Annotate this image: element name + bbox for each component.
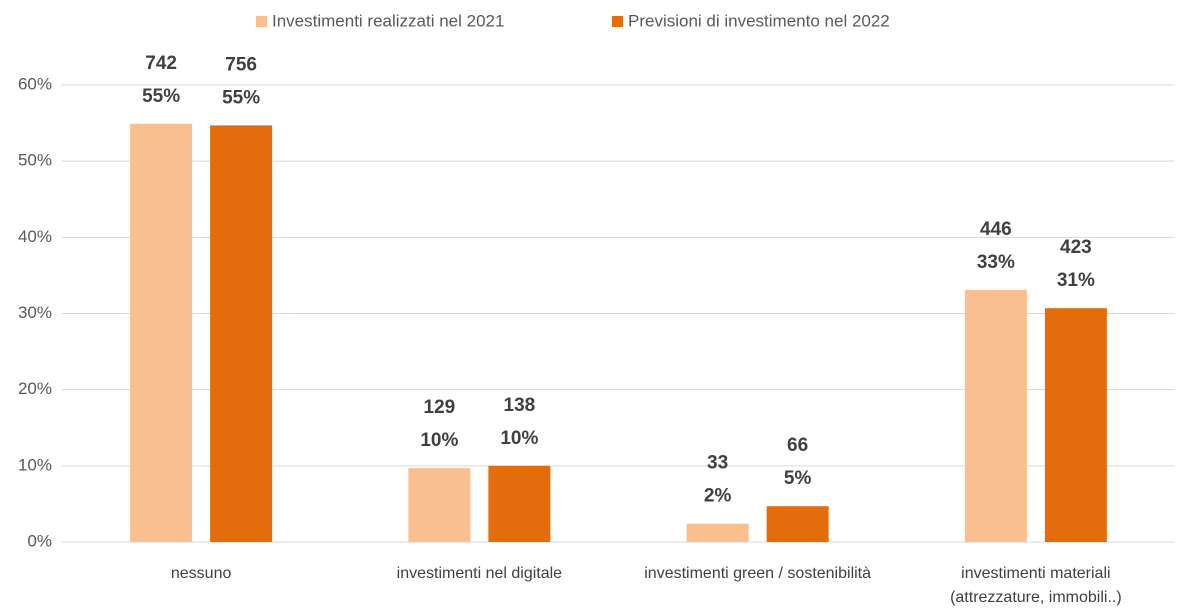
data-label: 2% xyxy=(704,486,732,507)
count-label: 756 xyxy=(225,54,257,75)
x-tick-label: investimenti materiali (attrezzature, im… xyxy=(950,565,1122,606)
y-tick-label: 40% xyxy=(18,227,52,246)
bar xyxy=(210,125,273,542)
y-tick-label: 30% xyxy=(18,303,52,322)
count-label: 423 xyxy=(1060,237,1092,258)
bar xyxy=(1044,308,1107,542)
count-label: 742 xyxy=(145,53,177,74)
data-label: 10% xyxy=(420,430,458,451)
bar xyxy=(408,468,471,542)
count-label: 138 xyxy=(504,395,536,416)
y-tick-label: 20% xyxy=(18,379,52,398)
x-tick-label: investimenti green / sostenibilità xyxy=(644,565,872,582)
y-tick-label: 60% xyxy=(18,74,52,93)
bar xyxy=(766,506,829,542)
legend-label: Investimenti realizzati nel 2021 xyxy=(272,11,504,30)
data-label: 5% xyxy=(784,468,812,489)
legend-label: Previsioni di investimento nel 2022 xyxy=(628,11,890,30)
legend-swatch xyxy=(612,16,623,27)
count-label: 66 xyxy=(787,435,808,456)
legend-swatch xyxy=(256,16,267,27)
bar xyxy=(686,523,749,542)
data-label: 55% xyxy=(142,86,180,107)
x-tick-label: nessuno xyxy=(170,565,232,582)
count-label: 446 xyxy=(980,219,1012,240)
data-label: 31% xyxy=(1057,270,1095,291)
x-tick-label: investimenti nel digitale xyxy=(396,565,563,582)
count-label: 33 xyxy=(707,453,728,474)
bar xyxy=(130,123,193,542)
data-label: 10% xyxy=(500,428,538,449)
bar xyxy=(488,465,551,542)
count-label: 129 xyxy=(424,397,456,418)
data-label: 33% xyxy=(977,252,1015,273)
y-tick-label: 10% xyxy=(18,455,52,474)
data-label: 55% xyxy=(222,87,260,108)
y-tick-label: 0% xyxy=(27,531,52,550)
bar xyxy=(964,289,1027,542)
y-tick-label: 50% xyxy=(18,151,52,170)
